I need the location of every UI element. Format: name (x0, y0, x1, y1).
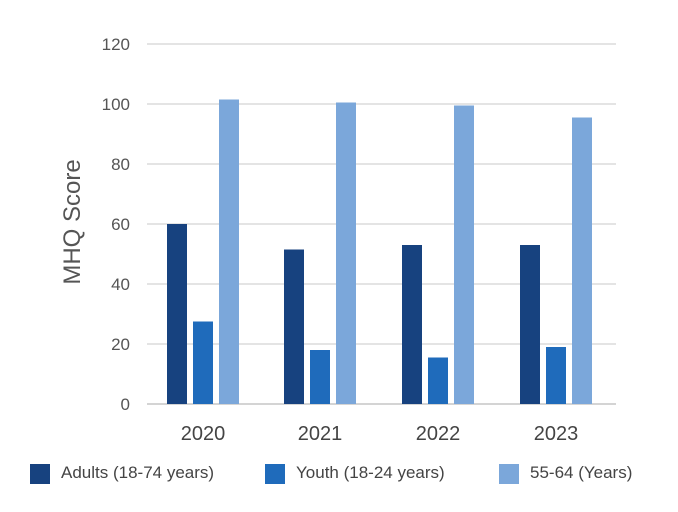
bar-2022-series-1 (402, 245, 422, 404)
legend-swatch (30, 464, 50, 484)
y-tick-label: 60 (111, 215, 130, 234)
y-axis-ticks: 0 20 40 60 80 100 120 (102, 35, 130, 414)
bar-2022-series-3 (454, 105, 474, 404)
bar-2021-series-2 (310, 350, 330, 404)
y-tick-label: 0 (121, 395, 130, 414)
legend-label: Youth (18-24 years) (296, 463, 445, 482)
y-tick-label: 120 (102, 35, 130, 54)
bar-2023-series-2 (546, 347, 566, 404)
x-axis-categories: 2020 2021 2022 2023 (181, 423, 579, 445)
legend-label: 55-64 (Years) (530, 463, 632, 482)
x-category-label: 2023 (534, 423, 579, 445)
bar-2021-series-1 (284, 249, 304, 404)
y-tick-label: 80 (111, 155, 130, 174)
bars (167, 99, 592, 404)
x-category-label: 2021 (298, 423, 343, 445)
legend-swatch (499, 464, 519, 484)
bar-2022-series-2 (428, 357, 448, 404)
bar-2021-series-3 (336, 102, 356, 404)
y-tick-label: 40 (111, 275, 130, 294)
legend-swatch (265, 464, 285, 484)
bar-2023-series-1 (520, 245, 540, 404)
y-tick-label: 100 (102, 95, 130, 114)
bar-2023-series-3 (572, 117, 592, 404)
x-category-label: 2020 (181, 423, 226, 445)
y-axis-title: MHQ Score (59, 159, 86, 284)
legend-label: Adults (18-74 years) (61, 463, 214, 482)
x-category-label: 2022 (416, 423, 461, 445)
bar-2020-series-1 (167, 224, 187, 404)
y-tick-label: 20 (111, 335, 130, 354)
gridlines (147, 43, 616, 405)
bar-2020-series-3 (219, 99, 239, 404)
bar-2020-series-2 (193, 321, 213, 404)
legend: Adults (18-74 years) Youth (18-24 years) 5… (30, 463, 632, 484)
